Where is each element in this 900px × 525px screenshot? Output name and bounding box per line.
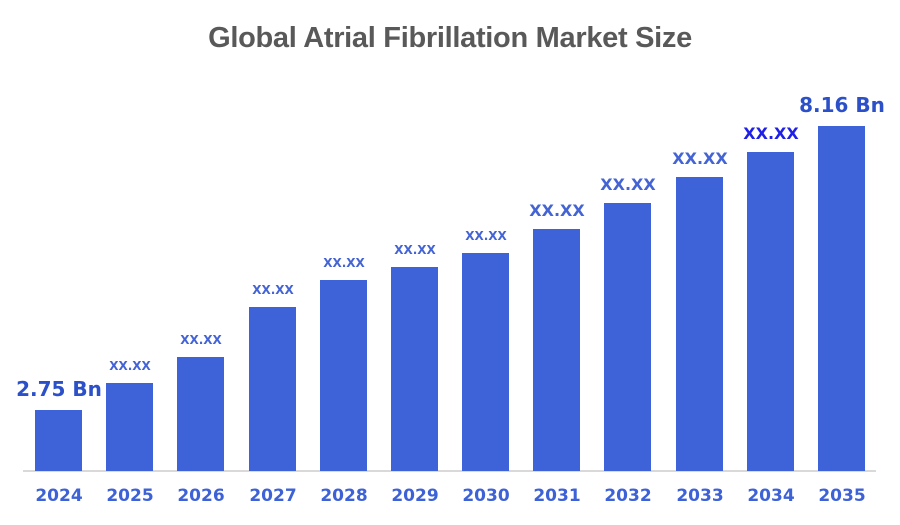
bar-2030 <box>462 253 509 471</box>
x-axis-line <box>23 470 876 472</box>
bar-2033 <box>676 177 723 471</box>
x-tick-2026: 2026 <box>177 486 225 506</box>
bar-2035 <box>818 126 865 471</box>
value-label-2031: XX.XX <box>529 200 585 220</box>
x-tick-2034: 2034 <box>747 486 795 506</box>
value-label-2030: XX.XX <box>465 229 507 244</box>
bar-2024 <box>35 410 82 471</box>
x-tick-2035: 2035 <box>818 486 866 506</box>
x-tick-2032: 2032 <box>604 486 652 506</box>
x-tick-2025: 2025 <box>106 486 154 506</box>
x-tick-2030: 2030 <box>462 486 510 506</box>
value-label-2027: XX.XX <box>252 283 294 298</box>
bar-2031 <box>533 229 580 471</box>
value-label-2024: 2.75 Bn <box>16 377 102 401</box>
value-label-2033: XX.XX <box>672 148 728 168</box>
value-label-2029: XX.XX <box>394 243 436 258</box>
x-tick-2027: 2027 <box>249 486 297 506</box>
bar-2025 <box>106 383 153 471</box>
bar-2028 <box>320 280 367 471</box>
bar-2032 <box>604 203 651 471</box>
bar-2026 <box>177 357 224 471</box>
value-label-2025: XX.XX <box>109 359 151 374</box>
value-label-2035: 8.16 Bn <box>799 93 885 117</box>
chart-title: Global Atrial Fibrillation Market Size <box>208 22 692 54</box>
value-label-2028: XX.XX <box>323 256 365 271</box>
bar-2027 <box>249 307 296 471</box>
x-tick-2033: 2033 <box>676 486 724 506</box>
x-tick-2029: 2029 <box>391 486 439 506</box>
x-tick-2028: 2028 <box>320 486 368 506</box>
bar-2029 <box>391 267 438 471</box>
value-label-2032: XX.XX <box>600 174 656 194</box>
x-tick-2031: 2031 <box>533 486 581 506</box>
bar-2034 <box>747 152 794 471</box>
x-tick-2024: 2024 <box>35 486 83 506</box>
value-label-2026: XX.XX <box>180 333 222 348</box>
value-label-2034: XX.XX <box>743 123 799 143</box>
